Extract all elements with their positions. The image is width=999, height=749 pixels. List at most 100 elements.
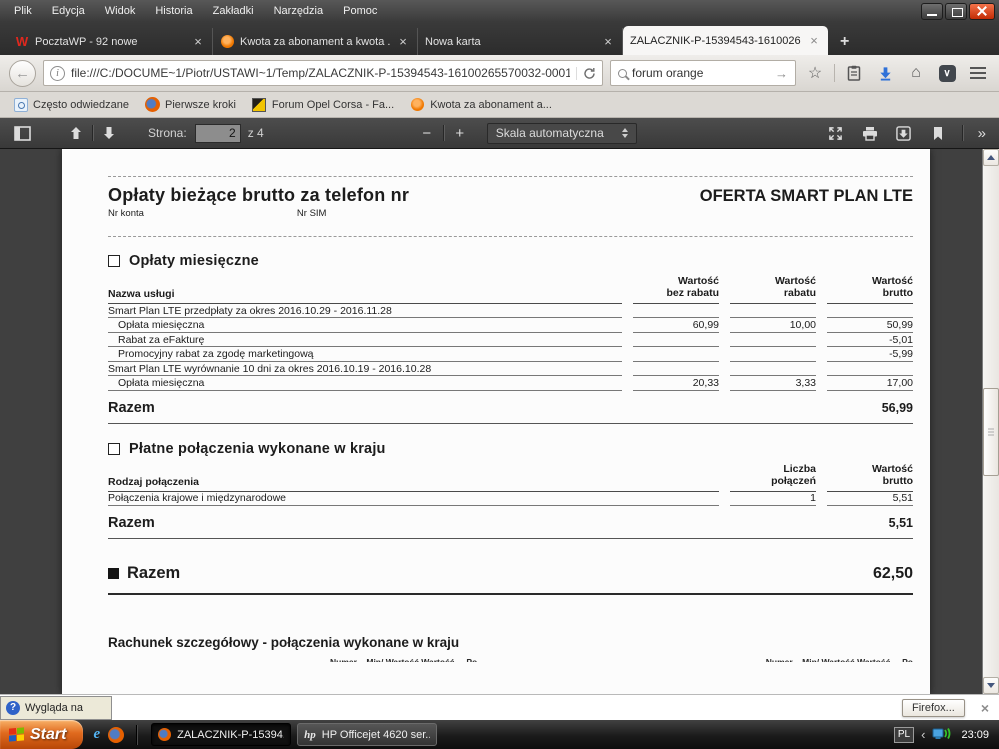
service-name-cell: Promocyjny rabat za zgodę marketingową bbox=[108, 347, 622, 362]
bookmark-star-icon[interactable]: ☆ bbox=[807, 65, 823, 82]
presentation-mode-icon[interactable] bbox=[823, 121, 849, 145]
tab-forum-kwota[interactable]: Kwota za abonament a kwota ... × bbox=[213, 28, 418, 55]
url-input[interactable] bbox=[71, 66, 570, 80]
language-indicator[interactable]: PL bbox=[893, 726, 915, 743]
firefox-task-icon bbox=[158, 728, 172, 741]
page-info-icon[interactable]: i bbox=[50, 65, 65, 81]
page-number-input[interactable] bbox=[194, 123, 241, 143]
total-square-icon bbox=[108, 568, 119, 579]
firefox-icon bbox=[145, 97, 161, 112]
network-icon[interactable] bbox=[932, 726, 954, 744]
page-down-icon[interactable] bbox=[96, 121, 122, 145]
tab-close-icon[interactable]: × bbox=[810, 33, 818, 48]
notification-close-icon[interactable]: × bbox=[980, 699, 989, 716]
notification-bar: ? Wygląda na Firefox... × bbox=[0, 694, 999, 720]
download-icon[interactable] bbox=[891, 121, 917, 145]
monthly-section-title: Opłaty miesięczne bbox=[129, 253, 259, 269]
tab-close-icon[interactable]: × bbox=[194, 34, 202, 49]
discount-value-cell: 10,00 bbox=[730, 318, 816, 333]
discount-value-cell bbox=[730, 362, 816, 377]
navigation-bar: ← i → ☆ ⌂ ∨ bbox=[0, 55, 999, 92]
scroll-up-icon[interactable] bbox=[983, 149, 999, 166]
bookmark-kwota-abonament[interactable]: Kwota za abonament a... bbox=[403, 94, 559, 115]
tab-label: PocztaWP - 92 nowe bbox=[35, 35, 138, 48]
zoom-out-button[interactable]: − bbox=[422, 124, 432, 142]
pocket-icon[interactable]: ∨ bbox=[935, 61, 959, 85]
gross-value-cell bbox=[827, 304, 913, 319]
toolbar-separator bbox=[834, 64, 835, 82]
toolbar-separator bbox=[92, 125, 93, 141]
minimize-button[interactable] bbox=[921, 2, 943, 20]
menu-item[interactable]: Widok bbox=[104, 5, 136, 17]
section-checkbox-icon bbox=[108, 442, 120, 455]
page-up-icon[interactable] bbox=[63, 121, 89, 145]
bookmark-label: Pierwsze kroki bbox=[165, 98, 236, 111]
opel-forum-icon bbox=[252, 97, 267, 112]
column-header: Wartość bez rabatu bbox=[633, 275, 719, 304]
service-name-cell: Smart Plan LTE przedpłaty za okres 2016.… bbox=[108, 304, 622, 319]
back-button[interactable]: ← bbox=[9, 59, 36, 87]
tab-zalacznik-active[interactable]: ZALACZNIK-P-15394543-1610026... × bbox=[623, 26, 828, 55]
firefox-quicklaunch-icon[interactable] bbox=[108, 726, 125, 743]
restore-button[interactable] bbox=[945, 2, 967, 20]
tab-close-icon[interactable]: × bbox=[604, 34, 612, 49]
table-row: Opłata miesięczna 60,99 10,00 50,99 bbox=[108, 318, 913, 333]
table-row: Smart Plan LTE wyrównanie 10 dni za okre… bbox=[108, 362, 913, 377]
menu-item[interactable]: Plik bbox=[14, 5, 32, 17]
menu-item[interactable]: Edycja bbox=[51, 5, 85, 17]
bookmark-label: Forum Opel Corsa - Fa... bbox=[271, 98, 395, 111]
title-bar: Plik Edycja Widok Historia Zakładki Narz… bbox=[0, 0, 999, 22]
bookmark-forum-opel[interactable]: Forum Opel Corsa - Fa... bbox=[245, 94, 401, 115]
tab-nowa-karta[interactable]: Nowa karta × bbox=[418, 28, 623, 55]
internet-explorer-icon[interactable]: e bbox=[93, 726, 101, 742]
search-go-icon[interactable]: → bbox=[775, 65, 788, 81]
task-hp-officejet[interactable]: hp HP Officejet 4620 ser... bbox=[297, 723, 438, 746]
gross-value-cell: 17,00 bbox=[827, 376, 913, 391]
monthly-total-value: 56,99 bbox=[881, 400, 913, 415]
downloads-icon[interactable] bbox=[873, 61, 897, 85]
home-icon[interactable]: ⌂ bbox=[911, 64, 921, 81]
dashed-divider bbox=[108, 236, 913, 237]
menu-hamburger-icon[interactable] bbox=[966, 61, 990, 85]
bookmark-pierwsze-kroki[interactable]: Pierwsze kroki bbox=[138, 94, 243, 115]
task-zalacznik[interactable]: ZALACZNIK-P-15394... bbox=[151, 723, 292, 746]
content-area: Opłaty bieżące brutto za telefon nr OFER… bbox=[0, 149, 999, 694]
start-button[interactable]: Start bbox=[0, 720, 84, 749]
value-no-discount-cell: 20,33 bbox=[633, 376, 719, 391]
scrollbar-thumb[interactable] bbox=[983, 388, 999, 476]
bookmark-current-view-icon[interactable] bbox=[925, 121, 951, 145]
zoom-in-button[interactable]: + bbox=[455, 124, 465, 142]
tab-close-icon[interactable]: × bbox=[399, 34, 407, 49]
sidebar-toggle-icon[interactable] bbox=[9, 121, 35, 145]
discount-value-cell bbox=[730, 333, 816, 348]
vertical-scrollbar[interactable] bbox=[982, 149, 999, 694]
reload-icon[interactable] bbox=[576, 66, 596, 80]
table-row: Połączenia krajowe i międzynarodowe 1 5,… bbox=[108, 492, 913, 506]
scroll-down-icon[interactable] bbox=[983, 677, 999, 694]
menu-item[interactable]: Narzędzia bbox=[273, 5, 324, 17]
search-bar: → bbox=[610, 60, 796, 86]
tray-expand-icon[interactable]: ‹ bbox=[921, 727, 926, 742]
task-label: ZALACZNIK-P-15394... bbox=[177, 728, 285, 741]
menu-item[interactable]: Pomoc bbox=[343, 5, 378, 17]
column-header: Wartość brutto bbox=[827, 275, 913, 304]
service-name-cell: Opłata miesięczna bbox=[108, 376, 622, 391]
more-tools-icon[interactable]: » bbox=[977, 124, 986, 142]
reading-list-icon[interactable] bbox=[842, 61, 866, 85]
menu-item[interactable]: Historia bbox=[155, 5, 193, 17]
menu-item[interactable]: Zakładki bbox=[212, 5, 254, 17]
bookmark-label: Kwota za abonament a... bbox=[430, 98, 552, 111]
tab-pocztawp[interactable]: W PocztaWP - 92 nowe × bbox=[8, 28, 213, 55]
zoom-scale-select[interactable]: Skala automatyczna bbox=[486, 122, 637, 144]
scrollbar-track[interactable] bbox=[983, 166, 999, 677]
print-icon[interactable] bbox=[857, 121, 883, 145]
table-row: Smart Plan LTE przedpłaty za okres 2016.… bbox=[108, 304, 913, 319]
question-icon: ? bbox=[6, 700, 20, 715]
new-tab-button[interactable]: + bbox=[840, 33, 850, 50]
firefox-notification-button[interactable]: Firefox... bbox=[902, 698, 965, 717]
search-input[interactable] bbox=[632, 66, 770, 80]
bookmark-czesto-odwiedzane[interactable]: Często odwiedzane bbox=[6, 94, 136, 115]
close-button[interactable] bbox=[969, 2, 995, 20]
pdf-toolbar-right: » bbox=[823, 121, 990, 145]
value-no-discount-cell: 60,99 bbox=[633, 318, 719, 333]
